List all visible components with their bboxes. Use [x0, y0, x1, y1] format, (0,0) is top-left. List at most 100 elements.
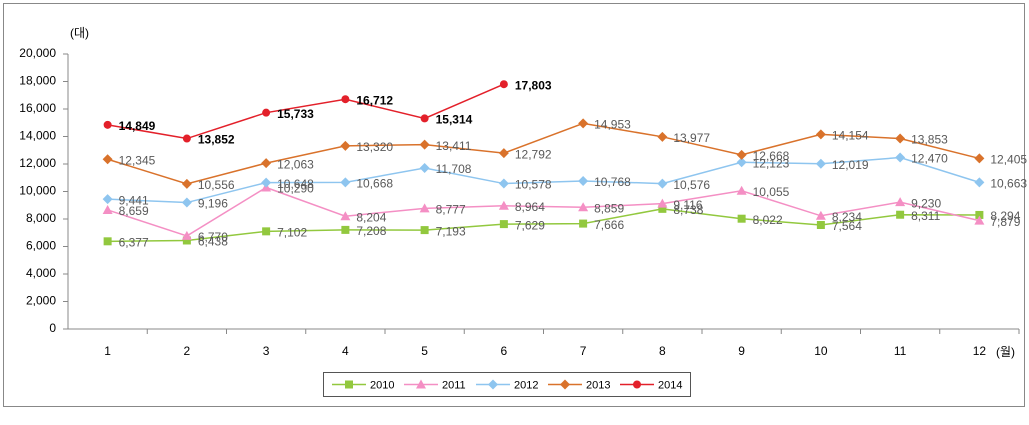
data-point	[181, 197, 192, 208]
series-line	[107, 208, 980, 243]
legend-marker	[633, 380, 641, 389]
data-point	[974, 177, 985, 188]
data-point	[737, 214, 746, 223]
data-point	[895, 152, 906, 163]
series-line	[107, 122, 980, 185]
data-label: 7,193	[436, 224, 466, 238]
legend-marker	[560, 379, 570, 390]
data-label: 8,659	[119, 204, 149, 218]
data-label: 9,441	[119, 193, 149, 207]
series-line	[107, 156, 980, 204]
data-point	[816, 220, 825, 229]
x-tick-label: 3	[263, 344, 270, 358]
data-point	[499, 80, 508, 89]
data-label: 6,377	[119, 235, 149, 249]
x-tick-label: 9	[738, 344, 745, 358]
data-point	[420, 114, 429, 123]
y-tick-label: 2,000	[26, 294, 56, 308]
data-label: 17,803	[515, 78, 552, 92]
data-label: 12,792	[515, 147, 552, 161]
data-label: 7,208	[356, 224, 386, 238]
data-point	[182, 134, 191, 143]
data-point	[340, 177, 351, 188]
data-label: 8,311	[911, 209, 940, 223]
data-label: 12,019	[832, 158, 869, 172]
chart-frame	[3, 3, 1025, 407]
data-point	[340, 211, 351, 221]
data-point	[736, 149, 747, 160]
data-label: 14,953	[594, 118, 631, 132]
data-label: 7,879	[990, 215, 1020, 229]
y-tick-label: 18,000	[19, 74, 56, 88]
data-point	[102, 204, 113, 214]
x-tick-label: 6	[501, 344, 508, 358]
data-label: 8,738	[673, 203, 703, 217]
data-point	[102, 154, 113, 165]
x-tick-label: 12	[973, 344, 987, 358]
data-label: 7,102	[277, 226, 307, 240]
data-point	[103, 120, 112, 129]
legend-label: 2010	[370, 379, 394, 391]
data-label: 8,022	[753, 213, 783, 227]
data-point	[657, 131, 668, 142]
data-point	[896, 210, 905, 219]
data-label: 8,294	[990, 209, 1020, 223]
data-point	[262, 108, 271, 117]
data-point	[895, 133, 906, 144]
y-tick-label: 14,000	[19, 129, 56, 143]
data-label: 13,977	[673, 131, 710, 145]
data-point	[815, 158, 826, 169]
data-label: 7,564	[832, 219, 862, 233]
data-label: 15,733	[277, 107, 314, 121]
data-point	[499, 220, 508, 229]
data-point	[419, 203, 430, 213]
y-tick-label: 16,000	[19, 101, 56, 115]
legend-marker	[345, 380, 353, 389]
data-point	[974, 153, 985, 164]
x-tick-label: 7	[580, 344, 587, 358]
data-point	[261, 158, 272, 169]
data-point	[341, 225, 350, 234]
data-label: 13,411	[436, 139, 472, 153]
data-label: 12,063	[277, 157, 314, 171]
data-point	[420, 226, 429, 235]
x-tick-label: 10	[814, 344, 828, 358]
data-point	[340, 140, 351, 151]
data-point	[974, 215, 985, 225]
data-label: 6,770	[198, 230, 228, 244]
data-point	[498, 200, 509, 210]
data-label: 14,154	[832, 129, 869, 143]
data-point	[657, 178, 668, 189]
data-point	[498, 178, 509, 189]
series-line	[107, 186, 980, 237]
legend-marker	[416, 379, 426, 389]
data-label: 15,314	[436, 113, 473, 127]
data-label: 12,668	[753, 149, 790, 163]
data-label: 7,629	[515, 218, 545, 232]
data-label: 10,290	[277, 182, 314, 196]
data-point	[578, 118, 589, 129]
data-point	[182, 236, 191, 245]
data-label: 10,578	[515, 178, 552, 192]
data-point	[895, 197, 906, 207]
data-point	[103, 237, 112, 246]
data-label: 8,204	[356, 210, 386, 224]
data-label: 12,470	[911, 152, 948, 166]
data-label: 10,556	[198, 178, 235, 192]
data-label: 8,964	[515, 200, 545, 214]
data-label: 7,666	[594, 218, 624, 232]
x-tick-label: 1	[104, 344, 111, 358]
data-label: 8,234	[832, 210, 862, 224]
data-point	[736, 157, 747, 168]
data-point	[181, 178, 192, 189]
data-point	[419, 163, 430, 174]
y-tick-label: 8,000	[26, 211, 56, 225]
y-tick-label: 6,000	[26, 239, 56, 253]
data-point	[262, 227, 271, 236]
y-tick-label: 20,000	[19, 46, 56, 60]
data-point	[578, 202, 589, 212]
x-unit: (월)	[996, 345, 1015, 359]
data-label: 12,405	[990, 153, 1027, 167]
data-point	[657, 198, 668, 208]
data-label: 16,712	[356, 93, 393, 107]
